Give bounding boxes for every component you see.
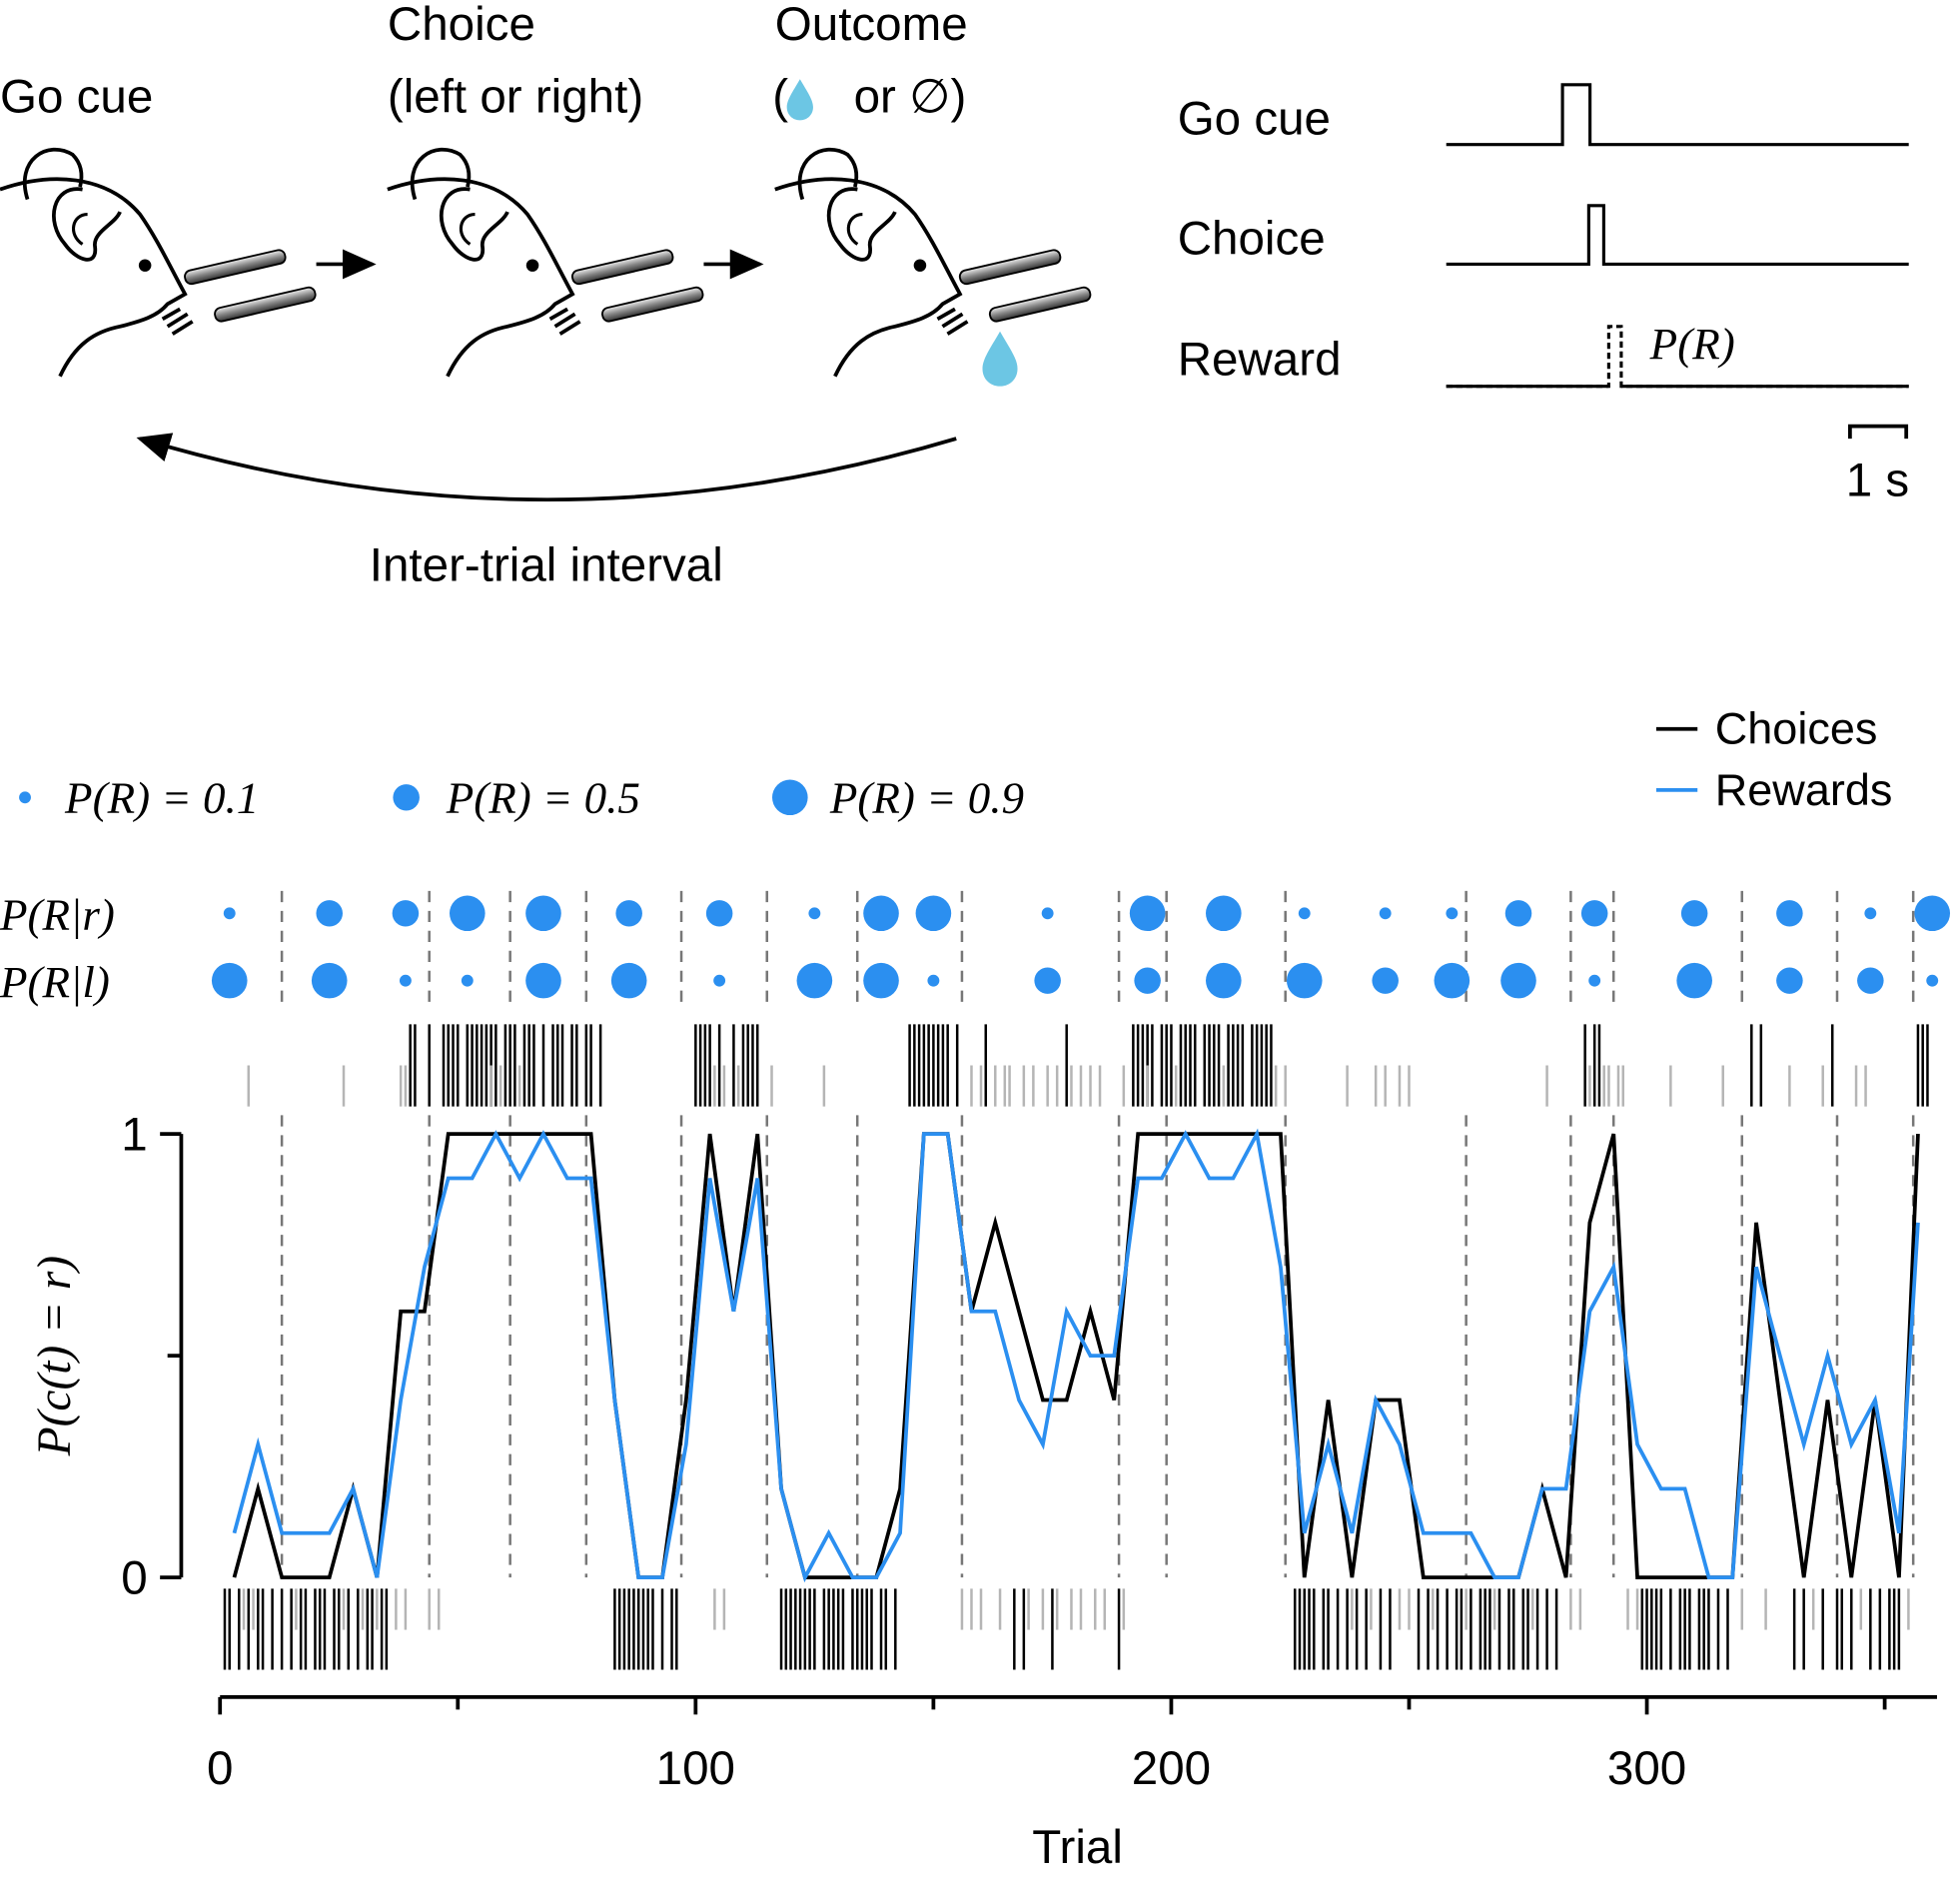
reward-probability-dot	[525, 895, 561, 932]
step-title: Go cue	[0, 70, 153, 123]
reward-probability-dot	[1129, 895, 1166, 932]
series-line	[232, 1132, 1920, 1580]
reward-probability-dot	[1857, 967, 1884, 994]
size-legend-dot	[19, 791, 31, 804]
reward-probability-dot	[316, 900, 344, 927]
step-title: Choice	[388, 0, 535, 51]
reward-probability-dot	[1776, 967, 1803, 994]
reward-probability-dot	[399, 974, 412, 987]
reward-probability-dot	[392, 900, 420, 927]
size-legend-label: P(R) = 0.9	[829, 772, 1024, 822]
reward-probability-dot	[1372, 967, 1399, 994]
x-axis-label: Trial	[1032, 1821, 1123, 1874]
reward-probability-dot	[211, 962, 248, 999]
size-legend-dot	[393, 784, 420, 811]
reward-probability-dot	[1914, 895, 1951, 932]
row-label: P(R|r)	[0, 890, 115, 940]
reward-probability-dot	[1034, 967, 1061, 994]
x-tick-label: 300	[1607, 1742, 1686, 1795]
size-legend-label: P(R) = 0.1	[64, 772, 259, 822]
reward-probability-dot	[705, 900, 733, 927]
reward-probability-dot	[1379, 907, 1392, 920]
mouse-icon	[772, 147, 1094, 379]
reward-probability-dot	[1864, 907, 1877, 920]
reward-probability-dot	[713, 974, 726, 987]
step-subtitle: (left or right)	[388, 70, 643, 123]
y-tick-label: 1	[121, 1108, 147, 1161]
reward-probability-dot	[1504, 900, 1532, 927]
x-tick-label: 0	[207, 1742, 233, 1795]
go-cue-trace	[1446, 83, 1909, 147]
timing-diagram: Go cue Choice Reward P(R) 1 s	[1178, 83, 1909, 507]
reward-probability-dot	[808, 907, 821, 920]
reward-probability-dot	[1446, 907, 1459, 920]
size-legend-label: P(R) = 0.5	[446, 772, 640, 822]
reward-probability-label: P(R)	[1649, 319, 1735, 369]
water-drop-icon	[786, 79, 813, 121]
reward-probability-dot	[1434, 962, 1470, 999]
reward-probability-dot	[449, 895, 486, 932]
y-axis-label: P(c(t) = r)	[29, 1256, 81, 1456]
reward-probability-dot	[1588, 974, 1601, 987]
x-tick-label: 200	[1132, 1742, 1211, 1795]
reward-probability-dot	[525, 962, 561, 999]
loop-label: Inter-trial interval	[370, 538, 723, 591]
reward-probability-dot	[1286, 962, 1323, 999]
timing-label: Reward	[1178, 334, 1342, 387]
reward-probability-dot	[1298, 907, 1311, 920]
reward-probability-dot	[863, 895, 899, 932]
timing-label: Go cue	[1178, 93, 1331, 146]
legend-label: Rewards	[1715, 764, 1893, 815]
reward-probability-dot	[1926, 974, 1939, 987]
reward-probability-dot	[927, 974, 940, 987]
reward-probability-dot	[915, 895, 952, 932]
y-tick-label: 0	[121, 1551, 147, 1604]
step-title: Outcome	[775, 0, 968, 51]
reward-probability-dot	[311, 962, 348, 999]
legend-label: Choices	[1715, 703, 1878, 754]
scale-bar-label: 1 s	[1846, 455, 1909, 507]
task-diagram: Go cue Choice (left or right) Outcome ( …	[0, 0, 1094, 591]
chart: Trial P(c(t) = r) P(R|r) P(R|l) 0 100 200 3…	[0, 703, 1951, 1874]
reward-probability-dot	[1500, 962, 1536, 999]
reward-probability-dot	[223, 907, 236, 920]
timing-label: Choice	[1178, 213, 1326, 266]
reward-probability-dot	[1676, 962, 1712, 999]
series-line	[232, 1128, 1920, 1583]
choice-trace	[1446, 204, 1909, 266]
reward-probability-dot	[1134, 967, 1161, 994]
mouse-icon	[0, 147, 319, 379]
reward-probability-dot	[615, 900, 642, 927]
water-drop	[982, 331, 1018, 387]
reward-probability-dot	[1041, 907, 1054, 920]
reward-probability-dot	[1580, 900, 1608, 927]
reward-probability-dot	[796, 962, 833, 999]
size-legend-dot	[772, 779, 808, 816]
reward-probability-dot	[1206, 962, 1242, 999]
reward-probability-dot	[610, 962, 647, 999]
x-tick-label: 100	[656, 1742, 735, 1795]
reward-probability-dot	[1680, 900, 1708, 927]
reward-probability-dot	[461, 974, 474, 987]
row-label: P(R|l)	[0, 957, 110, 1007]
reward-probability-dot	[1776, 900, 1803, 927]
reward-probability-dot	[1206, 895, 1242, 932]
scale-bar	[1848, 424, 1909, 440]
step-subtitle: or ∅)	[854, 70, 967, 123]
step-subtitle: (	[772, 70, 788, 123]
reward-probability-dot	[863, 962, 899, 999]
mouse-icon	[386, 147, 706, 379]
loop-arrow	[136, 433, 957, 501]
